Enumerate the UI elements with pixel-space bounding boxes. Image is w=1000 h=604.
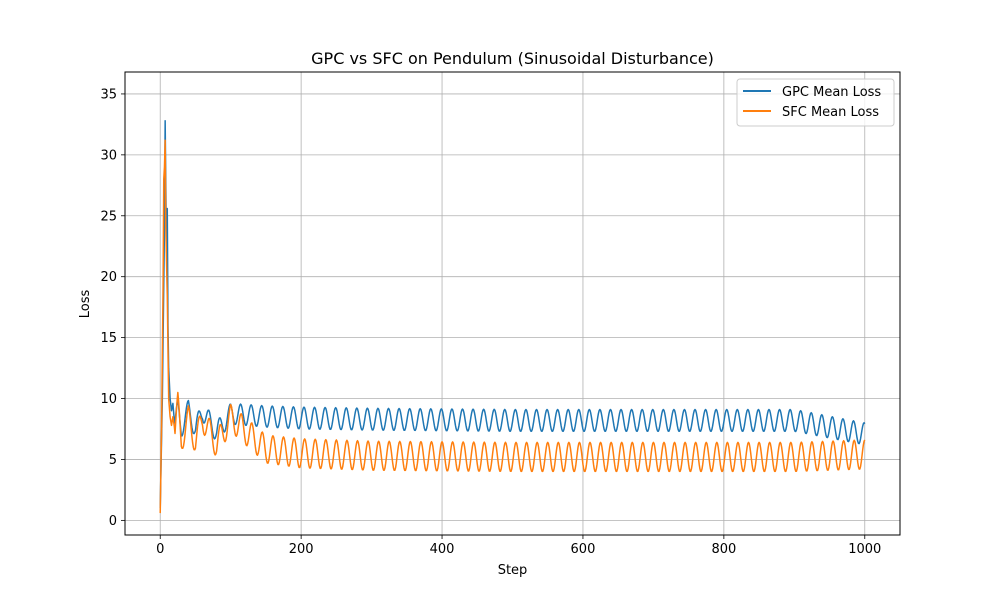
grid [125, 72, 900, 535]
y-tick-label: 5 [109, 453, 117, 468]
legend: GPC Mean Loss SFC Mean Loss [736, 78, 895, 127]
x-axis-label: Step [498, 563, 528, 578]
x-tick-label: 600 [571, 542, 596, 557]
series-line-sfc [159, 139, 866, 514]
x-tick-label: 400 [430, 542, 455, 557]
x-tick-label: 0 [156, 542, 164, 557]
legend-box [736, 78, 895, 127]
y-tick-label: 30 [100, 148, 117, 163]
y-axis-label: Loss [78, 290, 93, 319]
y-tick-label: 25 [100, 209, 117, 224]
y-tick-label: 15 [100, 331, 117, 346]
chart-title: GPC vs SFC on Pendulum (Sinusoidal Distu… [311, 49, 714, 68]
y-tick-label: 35 [100, 87, 117, 102]
x-tick-label: 1000 [848, 542, 881, 557]
x-tick-label: 800 [711, 542, 736, 557]
y-tick-label: 20 [100, 270, 117, 285]
legend-label-sfc: SFC Mean Loss [782, 105, 879, 120]
y-tick-label: 0 [109, 514, 117, 529]
axis-ticks: 0 200 400 600 800 1000 0 5 10 15 20 25 30 35 [100, 87, 881, 557]
plot-frame [124, 71, 901, 536]
y-tick-label: 10 [100, 392, 117, 407]
x-tick-label: 200 [289, 542, 314, 557]
legend-label-gpc: GPC Mean Loss [782, 85, 881, 100]
series-line-gpc [159, 119, 866, 509]
series-layer [159, 119, 866, 514]
